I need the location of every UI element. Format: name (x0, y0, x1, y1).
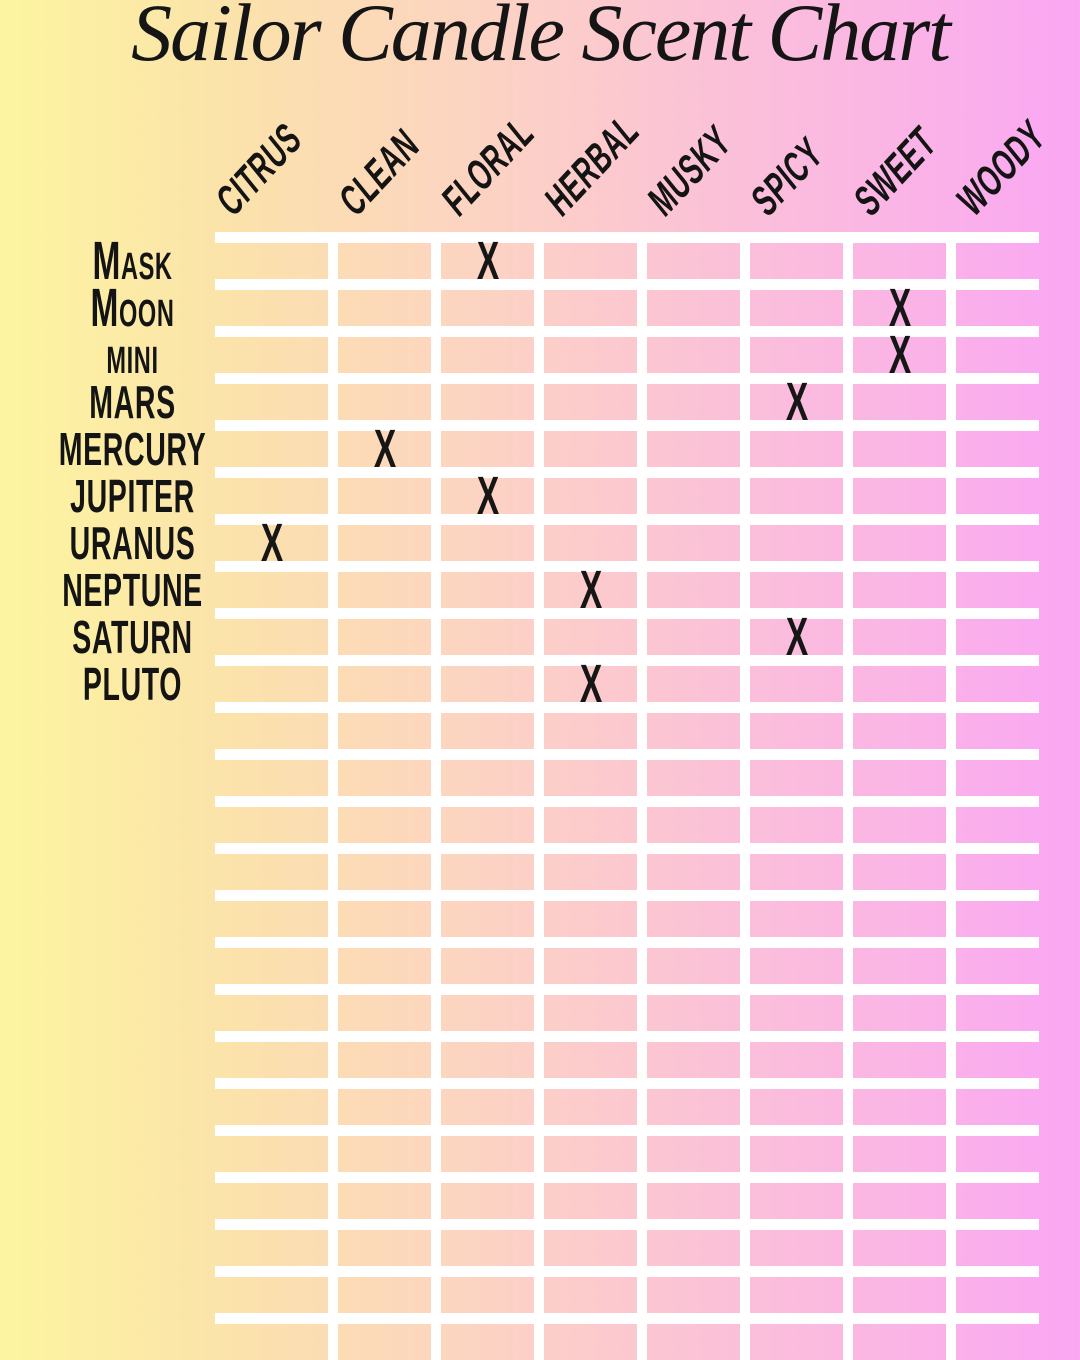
row-label-pluto: PLUTO (82, 658, 183, 710)
mark-x-neptune-herbal: X (579, 560, 602, 620)
page-title: Sailor Candle Scent Chart (131, 0, 951, 78)
column-header-herbal: HERBAL (537, 103, 647, 226)
mark-x-mini-sweet: X (888, 325, 911, 385)
column-header-woody: WOODY (949, 109, 1053, 226)
mark-x-mask-floral: X (476, 231, 499, 291)
column-header-floral: FLORAL (434, 106, 542, 226)
mark-x-moon-sweet: X (888, 278, 911, 338)
column-header-clean: CLEAN (331, 118, 427, 226)
column-header-citrus: CITRUS (208, 112, 310, 226)
row-label-mask: Mask (92, 231, 173, 291)
row-label-mercury: MERCURY (58, 423, 207, 475)
row-label-jupiter: JUPITER (70, 470, 195, 522)
row-label-mars: MARS (89, 376, 176, 428)
mark-x-pluto-herbal: X (579, 654, 602, 714)
column-header-musky: MUSKY (640, 115, 739, 226)
mark-x-mercury-clean: X (373, 419, 396, 479)
mark-x-saturn-spicy: X (785, 607, 808, 667)
row-label-neptune: NEPTUNE (62, 564, 203, 616)
mark-x-jupiter-floral: X (476, 466, 499, 526)
row-label-moon: Moon (90, 278, 175, 338)
row-label-uranus: URANUS (69, 517, 196, 569)
mark-x-uranus-citrus: X (260, 513, 283, 573)
row-label-mini: mini (106, 325, 159, 385)
mark-x-mars-spicy: X (785, 372, 808, 432)
column-header-spicy: SPICY (743, 127, 831, 226)
column-header-sweet: SWEET (846, 116, 944, 226)
row-label-saturn: SATURN (72, 611, 193, 663)
scent-grid (215, 232, 1039, 1360)
